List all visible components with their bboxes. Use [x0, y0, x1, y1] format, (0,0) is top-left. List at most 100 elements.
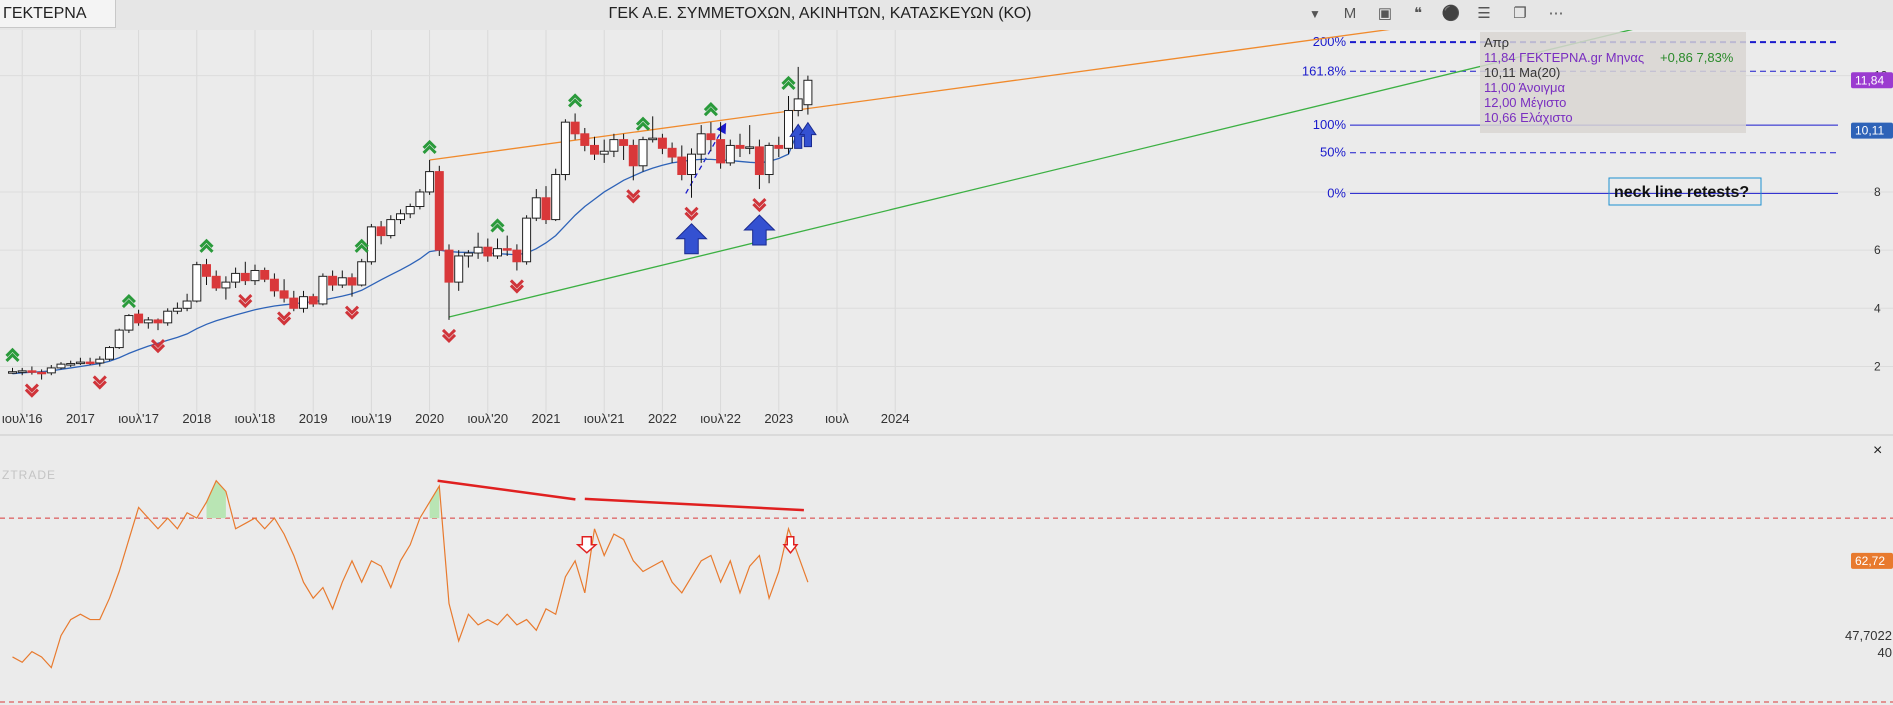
dropdown-chevron-icon[interactable]: ▼: [1309, 7, 1321, 21]
candle-body: [609, 139, 619, 152]
legend-price: 11,84 ΓΕΚΤΕΡΝΑ.gr Μηνας: [1484, 50, 1644, 65]
price-tag-label: 11,84: [1855, 73, 1884, 87]
comment-icon[interactable]: ❝: [1413, 5, 1423, 22]
rsi-value-tag: [1851, 552, 1893, 569]
candle-body: [231, 272, 241, 283]
candle-body: [434, 171, 444, 251]
candle-body: [376, 226, 386, 237]
candle-body: [531, 197, 541, 219]
y-tick-label: 6: [1874, 243, 1881, 257]
rsi-overbought-fill: [429, 486, 440, 519]
x-tick-label: 2023: [764, 411, 793, 426]
x-tick-label: ιουλ'19: [351, 411, 392, 426]
candle-body: [502, 248, 512, 251]
candle-body: [134, 313, 144, 324]
rsi-divergence-line-2: [584, 497, 804, 512]
candle-body: [337, 277, 347, 286]
candle-body: [250, 269, 260, 282]
channel-bottom-line[interactable]: [448, 30, 1893, 318]
y-tick-label: 2: [1874, 359, 1881, 373]
candle-body: [793, 98, 803, 112]
menu-icon[interactable]: ☰: [1477, 5, 1491, 22]
period-button[interactable]: M: [1343, 5, 1357, 22]
chart-canvas[interactable]: ZTRADE 0% 50% 100% 161.8% 200% Απρ 11,84 ΓΕΚ…: [0, 30, 1893, 705]
candle-body: [289, 297, 299, 309]
x-tick-label: ιουλ'17: [118, 411, 159, 426]
x-tick-label: 2022: [648, 411, 677, 426]
candle-body: [735, 144, 745, 149]
candle-body: [580, 133, 590, 146]
candle-body: [512, 249, 522, 263]
candle-body: [95, 358, 105, 364]
rsi-down-arrow: [575, 536, 598, 554]
x-tick-label: 2017: [66, 411, 95, 426]
x-tick-label: ιουλ'20: [467, 411, 508, 426]
more-icon[interactable]: ⋯: [1548, 5, 1564, 22]
candle-body: [716, 139, 726, 164]
window-layout-icon[interactable]: ▣: [1377, 5, 1393, 22]
channel-top-line[interactable]: [429, 30, 1680, 161]
candle-body: [677, 156, 687, 176]
candle-body: [560, 121, 570, 176]
candle-body: [182, 300, 192, 309]
trend-channel[interactable]: [429, 30, 1893, 318]
trend-up-marker: [635, 116, 651, 131]
trend-down-marker: [752, 197, 767, 213]
candle-body: [124, 315, 134, 331]
trend-down-marker: [626, 189, 641, 204]
candle-body: [357, 261, 367, 286]
candle-body: [415, 191, 425, 208]
x-tick-label: ιουλ'21: [584, 411, 625, 426]
fib-level-label: 0%: [1327, 185, 1346, 200]
legend-date: Απρ: [1484, 35, 1509, 50]
rsi-down-arrow: [782, 536, 799, 554]
fib-level-label: 161.8%: [1302, 63, 1347, 78]
trend-down-marker: [509, 279, 524, 294]
candle-body: [269, 278, 279, 292]
rsi-overbought-fill: [206, 480, 226, 519]
x-tick-label: ιουλ: [825, 411, 849, 426]
candle-body: [706, 133, 716, 141]
price-tag-label: 10,11: [1855, 124, 1884, 138]
legend-open: 11,00 Άνοιγμα: [1484, 80, 1566, 95]
legend-low: 10,66 Ελάχιστο: [1484, 110, 1573, 125]
time-axis[interactable]: ιουλ'16 2017 ιουλ'17 2018 ιουλ'18 2019 ιουλ'19…: [2, 411, 910, 426]
candle-body: [483, 246, 493, 257]
candle-body: [17, 370, 27, 373]
candle-body: [570, 121, 580, 135]
restore-window-icon[interactable]: ❐: [1513, 5, 1527, 22]
ma20-line: [12, 130, 799, 375]
rsi-line: [12, 479, 809, 669]
candle-body: [75, 361, 85, 365]
candle-body: [192, 264, 202, 302]
candle-body: [648, 137, 658, 141]
candle-body: [46, 367, 56, 374]
annotation-box[interactable]: neck line retests?: [1608, 177, 1762, 206]
symbol-tab[interactable]: ΓΕΚΤΕΡΝΑ: [0, 0, 116, 28]
candle-body: [299, 296, 308, 309]
candle-body: [279, 290, 289, 299]
trend-up-marker: [703, 102, 718, 117]
candle-body: [590, 144, 599, 155]
buy-arrows: [675, 121, 817, 255]
candle-body: [143, 319, 153, 324]
x-tick-label: 2021: [532, 411, 561, 426]
candle-body: [667, 147, 677, 158]
lock-icon[interactable]: ⚫: [1441, 5, 1461, 22]
candle-body: [522, 217, 532, 263]
close-pane-icon[interactable]: ×: [1873, 442, 1882, 459]
trend-up-marker: [490, 218, 505, 233]
rsi-y-tick-label: 40: [1878, 645, 1892, 660]
fib-level-label: 100%: [1313, 117, 1347, 132]
y-tick-label: 8: [1874, 185, 1881, 199]
candle-body: [425, 171, 435, 193]
candle-body: [56, 363, 66, 369]
candle-body: [211, 275, 221, 289]
chart-title: ΓΕΚ Α.Ε. ΣΥΜΜΕΤΟΧΩΝ, ΑΚΙΝΗΤΩΝ, ΚΑΤΑΣΚΕΥΩ…: [608, 5, 1032, 22]
candlesticks: [8, 66, 813, 380]
candle-body: [318, 275, 328, 305]
candle-body: [105, 347, 114, 360]
candle-body: [473, 246, 483, 254]
trend-down-marker: [24, 383, 39, 398]
